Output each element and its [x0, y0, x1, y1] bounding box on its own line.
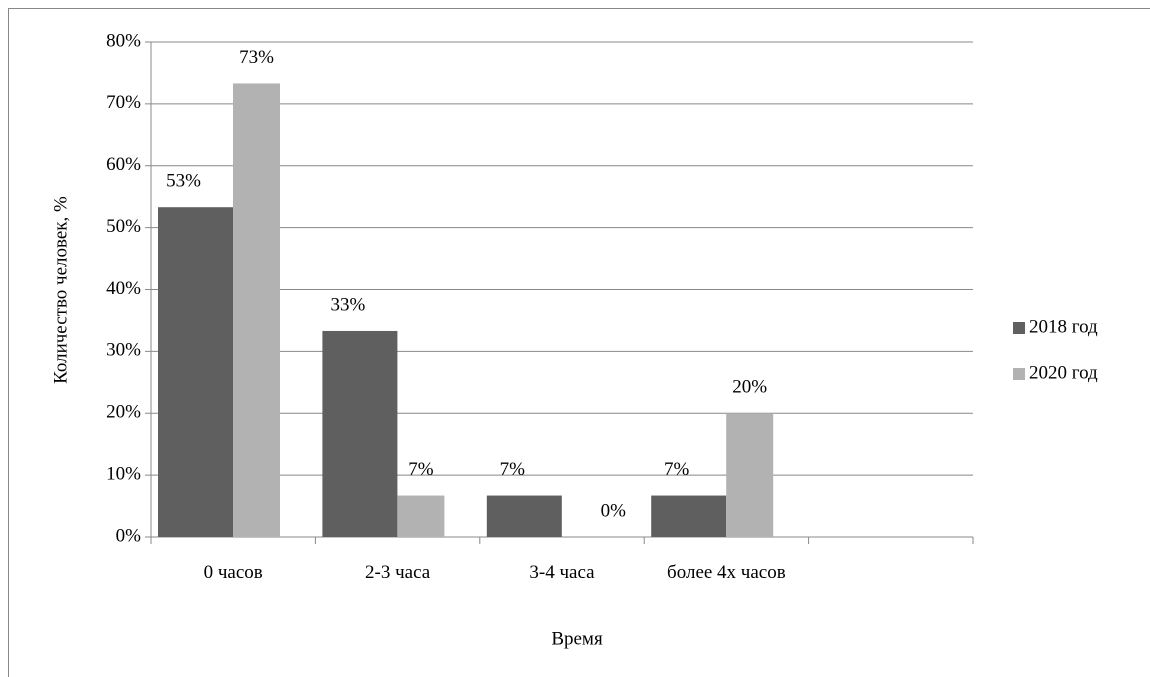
x-axis-title: Время: [551, 628, 603, 649]
bar: [486, 495, 562, 537]
chart-border: [8, 8, 1150, 677]
data-label: 7%: [664, 459, 690, 480]
bar: [158, 207, 233, 538]
y-tick-label: 0%: [116, 525, 142, 546]
y-tick-label: 20%: [106, 402, 141, 423]
y-tick-label: 70%: [106, 92, 141, 113]
x-tick-label: 0 часов: [203, 562, 263, 583]
data-label: 20%: [732, 377, 767, 398]
x-tick-label: 2-3 часа: [365, 562, 431, 583]
y-tick-label: 40%: [106, 278, 141, 299]
bar: [233, 83, 280, 538]
data-label: 33%: [330, 294, 365, 315]
legend-swatch: [1013, 322, 1025, 334]
y-tick-label: 80%: [106, 30, 141, 51]
data-label: 7%: [500, 459, 526, 480]
data-label: 53%: [166, 171, 201, 192]
bar: [651, 495, 727, 537]
bar: [726, 413, 774, 537]
bar: [397, 495, 445, 537]
legend-label: 2020 год: [1029, 362, 1098, 383]
y-tick-label: 60%: [106, 154, 141, 175]
y-tick-label: 50%: [106, 216, 141, 237]
legend-swatch: [1013, 368, 1025, 380]
y-tick-label: 30%: [106, 340, 141, 361]
data-label: 7%: [408, 459, 434, 480]
x-tick-label: более 4х часов: [667, 562, 786, 583]
data-label: 73%: [239, 47, 274, 68]
y-axis-title: Количество человек, %: [50, 196, 71, 384]
y-tick-label: 10%: [106, 463, 141, 484]
data-label: 0%: [601, 500, 627, 521]
x-tick-label: 3-4 часа: [529, 562, 595, 583]
legend-label: 2018 год: [1029, 316, 1098, 337]
bar: [322, 330, 398, 537]
